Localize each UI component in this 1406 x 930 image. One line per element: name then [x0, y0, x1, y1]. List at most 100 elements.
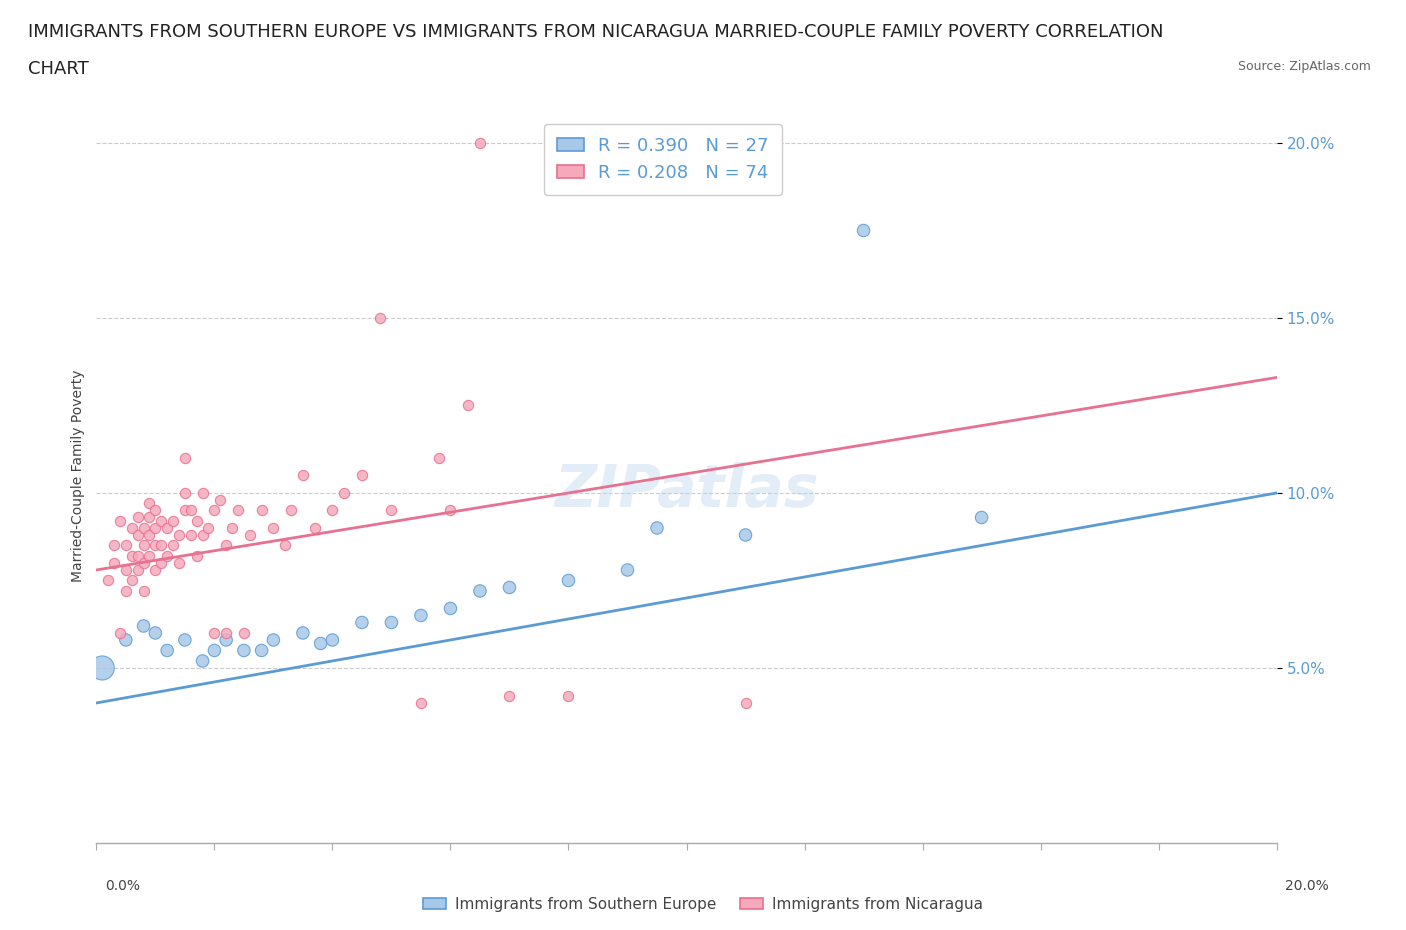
Point	[232, 626, 254, 641]
Point	[468, 136, 491, 151]
Point	[368, 311, 391, 325]
Point	[127, 527, 149, 542]
Point	[250, 643, 273, 658]
Point	[145, 563, 167, 578]
Point	[215, 632, 238, 647]
Point	[197, 521, 219, 536]
Point	[970, 510, 993, 525]
Point	[162, 538, 184, 553]
Point	[380, 615, 402, 630]
Point	[121, 573, 143, 588]
Point	[350, 468, 373, 483]
Point	[167, 555, 190, 570]
Point	[209, 493, 232, 508]
Point	[321, 632, 343, 647]
Point	[173, 450, 195, 465]
Point	[91, 660, 114, 675]
Point	[468, 583, 491, 598]
Point	[138, 496, 160, 511]
Point	[127, 563, 149, 578]
Point	[156, 521, 179, 536]
Point	[138, 510, 160, 525]
Point	[239, 527, 262, 542]
Point	[115, 632, 138, 647]
Text: ZIPatlas: ZIPatlas	[554, 461, 818, 519]
Text: Source: ZipAtlas.com: Source: ZipAtlas.com	[1237, 60, 1371, 73]
Point	[115, 583, 138, 598]
Point	[280, 503, 302, 518]
Point	[145, 626, 167, 641]
Point	[156, 549, 179, 564]
Point	[380, 503, 402, 518]
Point	[127, 549, 149, 564]
Point	[186, 513, 208, 528]
Point	[191, 527, 214, 542]
Point	[221, 521, 243, 536]
Point	[150, 538, 173, 553]
Point	[409, 696, 432, 711]
Point	[145, 538, 167, 553]
Point	[852, 223, 875, 238]
Point	[138, 549, 160, 564]
Point	[439, 601, 461, 616]
Point	[250, 503, 273, 518]
Point	[186, 549, 208, 564]
Point	[321, 503, 343, 518]
Legend: R = 0.390   N = 27, R = 0.208   N = 74: R = 0.390 N = 27, R = 0.208 N = 74	[544, 125, 782, 194]
Point	[173, 485, 195, 500]
Point	[127, 510, 149, 525]
Point	[150, 513, 173, 528]
Point	[291, 626, 314, 641]
Point	[304, 521, 326, 536]
Point	[150, 555, 173, 570]
Point	[121, 521, 143, 536]
Point	[457, 398, 479, 413]
Point	[180, 527, 202, 542]
Point	[557, 573, 579, 588]
Y-axis label: Married-Couple Family Poverty: Married-Couple Family Poverty	[72, 369, 86, 582]
Point	[108, 513, 131, 528]
Point	[734, 527, 756, 542]
Point	[103, 538, 125, 553]
Point	[274, 538, 297, 553]
Point	[439, 503, 461, 518]
Point	[132, 583, 155, 598]
Point	[616, 563, 638, 578]
Point	[202, 626, 225, 641]
Point	[97, 573, 120, 588]
Point	[132, 618, 155, 633]
Point	[409, 608, 432, 623]
Point	[498, 688, 520, 703]
Point	[115, 563, 138, 578]
Legend: Immigrants from Southern Europe, Immigrants from Nicaragua: Immigrants from Southern Europe, Immigra…	[418, 891, 988, 918]
Point	[180, 503, 202, 518]
Point	[427, 450, 450, 465]
Point	[350, 615, 373, 630]
Point	[173, 503, 195, 518]
Text: IMMIGRANTS FROM SOUTHERN EUROPE VS IMMIGRANTS FROM NICARAGUA MARRIED-COUPLE FAMI: IMMIGRANTS FROM SOUTHERN EUROPE VS IMMIG…	[28, 23, 1164, 41]
Point	[145, 521, 167, 536]
Text: 20.0%: 20.0%	[1285, 879, 1329, 893]
Point	[226, 503, 249, 518]
Point	[215, 538, 238, 553]
Point	[138, 527, 160, 542]
Point	[103, 555, 125, 570]
Point	[167, 527, 190, 542]
Point	[202, 503, 225, 518]
Point	[173, 632, 195, 647]
Point	[132, 555, 155, 570]
Point	[156, 643, 179, 658]
Point	[498, 580, 520, 595]
Point	[734, 696, 756, 711]
Point	[191, 485, 214, 500]
Point	[333, 485, 356, 500]
Point	[309, 636, 332, 651]
Point	[215, 626, 238, 641]
Point	[232, 643, 254, 658]
Text: CHART: CHART	[28, 60, 89, 78]
Point	[121, 549, 143, 564]
Point	[557, 688, 579, 703]
Point	[132, 538, 155, 553]
Point	[291, 468, 314, 483]
Text: 0.0%: 0.0%	[105, 879, 141, 893]
